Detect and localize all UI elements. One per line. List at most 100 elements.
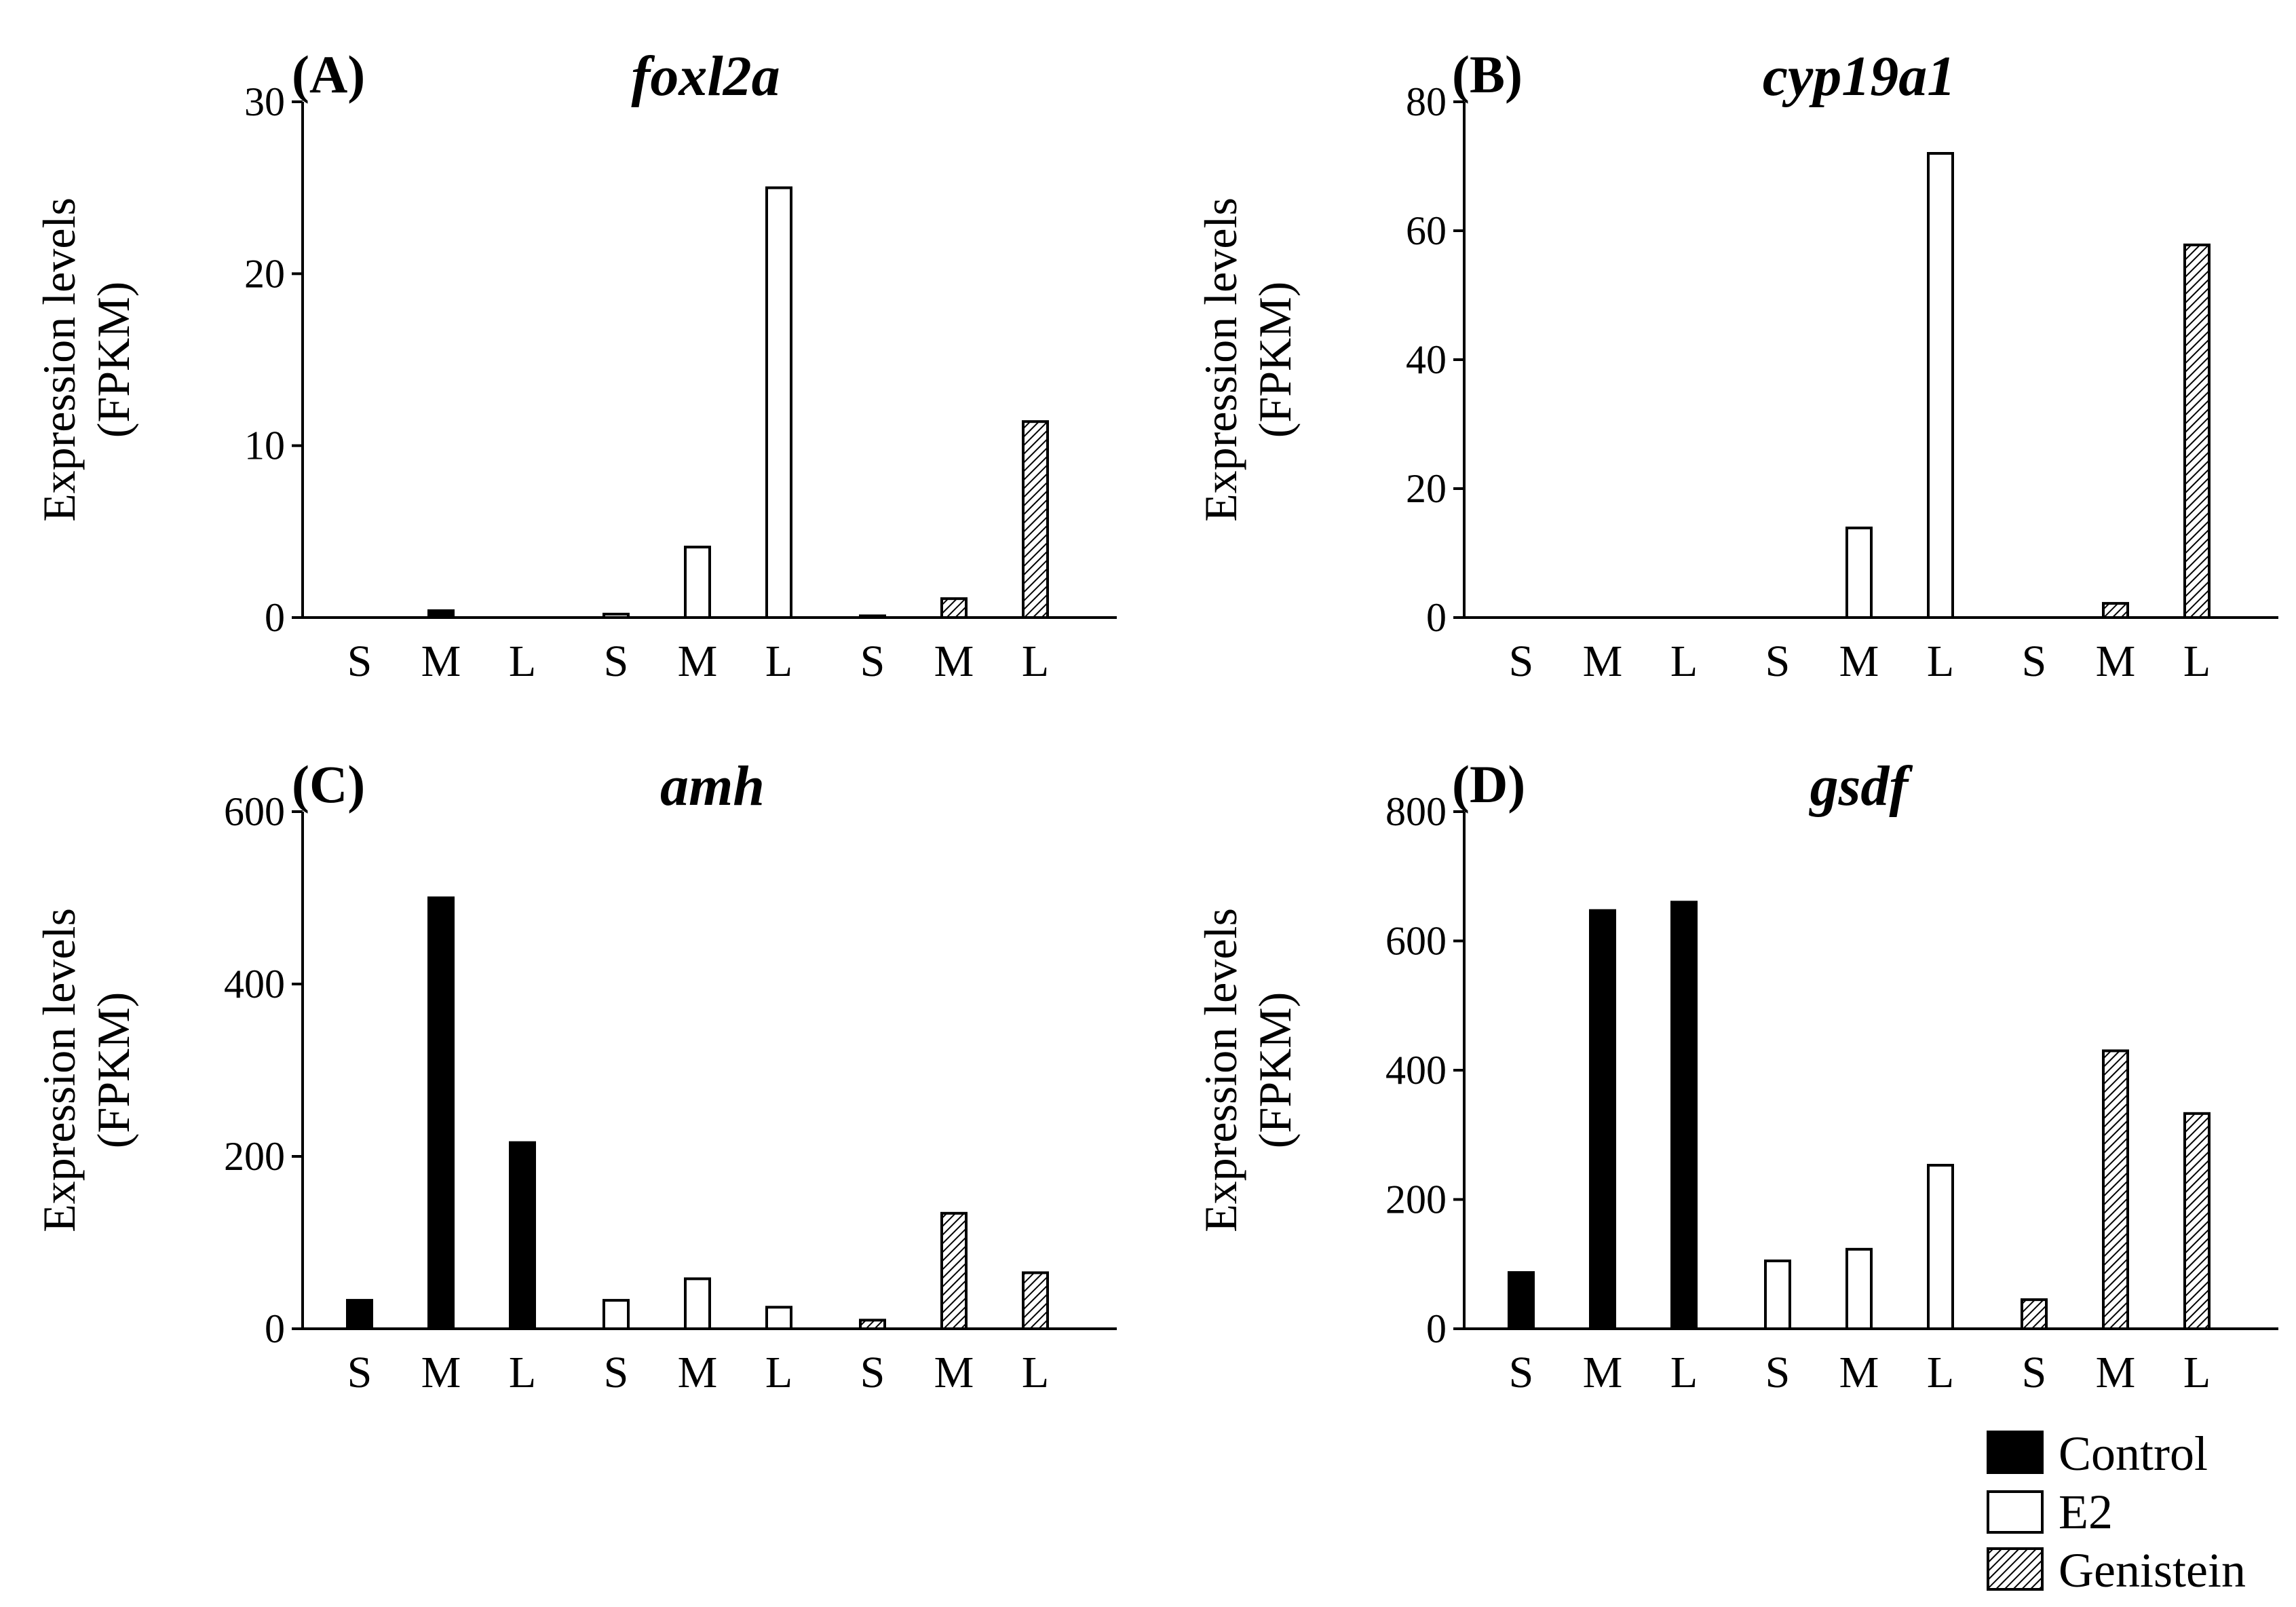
y-tick-label: 600 — [1385, 919, 1447, 964]
bar-genistein-l — [2183, 243, 2211, 619]
x-tick-label: S — [1765, 1348, 1791, 1397]
x-tick-label: L — [509, 1348, 536, 1397]
y-tick-label: 60 — [1406, 208, 1447, 253]
y-axis-label-line: Expression levels — [33, 197, 85, 522]
x-tick-label: L — [1022, 1348, 1049, 1397]
chart-panel-d: (D) gsdf Expression levels(FPKM) 0 200 400 600… — [1195, 755, 2278, 1397]
x-tick-label: L — [1927, 637, 1954, 686]
x-tick-label: M — [934, 1348, 974, 1397]
legend-item-e2: E2 — [1987, 1485, 2113, 1539]
x-tick-label: M — [421, 637, 461, 686]
x-tick-label: L — [2183, 1348, 2211, 1397]
legend-label-genistein: Genistein — [2059, 1543, 2246, 1597]
y-tick-label: 0 — [1426, 595, 1447, 640]
panel-label-d: (D) — [1452, 755, 1525, 814]
x-tick-label: S — [1765, 637, 1791, 686]
chart-title-c: amh — [660, 755, 765, 818]
bar-e2-s — [602, 612, 630, 620]
bar-control-l — [509, 1141, 536, 1331]
y-tick-label: 600 — [224, 789, 285, 834]
chart-title-b: cyp19a1 — [1763, 45, 1956, 108]
x-tick-label: M — [2096, 1348, 2136, 1397]
x-tick-label: L — [2183, 637, 2211, 686]
bar-genistein-m — [2102, 1049, 2129, 1331]
bar-control-m — [427, 896, 455, 1330]
legend-item-genistein: Genistein — [1987, 1543, 2246, 1597]
bar-genistein-m — [940, 1211, 968, 1330]
legend: Control E2 Genistein — [1987, 1426, 2246, 1597]
x-tick-label: L — [1022, 637, 1049, 686]
y-tick-label: 0 — [1426, 1306, 1447, 1351]
bar-control-s — [346, 1299, 373, 1330]
bar-genistein-l — [1022, 1271, 1049, 1330]
x-tick-label: S — [1509, 637, 1534, 686]
y-axis-label-b: Expression levels(FPKM) — [1195, 197, 1301, 522]
x-tick-label: M — [678, 1348, 718, 1397]
bar-control-m — [1589, 909, 1616, 1331]
x-tick-label: M — [1583, 637, 1623, 686]
y-tick-label: 800 — [1385, 789, 1447, 834]
y-tick-label: 20 — [244, 251, 285, 296]
bar-genistein-m — [2102, 602, 2129, 619]
legend-swatch-e2 — [1987, 1490, 2044, 1534]
panel-label-a: (A) — [292, 45, 365, 104]
chart-title-a: foxl2a — [631, 45, 780, 108]
bar-genistein-l — [1022, 420, 1049, 619]
x-tick-label: S — [1509, 1348, 1534, 1397]
legend-item-control: Control — [1987, 1426, 2208, 1481]
x-tick-label: M — [1583, 1348, 1623, 1397]
bar-genistein-m — [940, 597, 968, 620]
bar-e2-m — [684, 546, 711, 620]
y-tick-label: 0 — [265, 1306, 285, 1351]
x-tick-label: L — [1927, 1348, 1954, 1397]
y-axis-label-line: Expression levels — [1195, 197, 1246, 522]
y-tick-label: 200 — [1385, 1177, 1447, 1222]
x-tick-label: S — [2022, 1348, 2047, 1397]
y-tick-label: 400 — [1385, 1048, 1447, 1093]
legend-swatch-genistein — [1987, 1547, 2044, 1591]
y-tick-label: 400 — [224, 962, 285, 1006]
bar-genistein-l — [2183, 1112, 2211, 1330]
x-tick-label: S — [347, 637, 372, 686]
legend-label-e2: E2 — [2059, 1485, 2113, 1539]
y-axis-label-line: Expression levels — [1195, 908, 1246, 1232]
bar-genistein-s — [2021, 1298, 2048, 1330]
y-tick-label: 80 — [1406, 79, 1447, 124]
y-tick-label: 30 — [244, 79, 285, 124]
x-tick-label: L — [765, 1348, 792, 1397]
y-axis-label-line: Expression levels — [33, 908, 85, 1232]
x-tick-label: M — [421, 1348, 461, 1397]
x-tick-label: M — [1839, 1348, 1879, 1397]
bar-e2-s — [1764, 1259, 1791, 1331]
x-tick-label: S — [604, 637, 629, 686]
chart-title-d: gsdf — [1809, 755, 1913, 818]
bar-e2-l — [1927, 1164, 1954, 1330]
y-tick-label: 0 — [265, 595, 285, 640]
bar-e2-l — [765, 186, 792, 619]
bar-e2-m — [684, 1277, 711, 1330]
x-tick-label: M — [1839, 637, 1879, 686]
x-tick-label: S — [604, 1348, 629, 1397]
x-tick-label: L — [1670, 1348, 1698, 1397]
panel-label-b: (B) — [1452, 45, 1523, 104]
x-tick-label: L — [765, 637, 792, 686]
bar-control-s — [1508, 1271, 1535, 1330]
legend-label-control: Control — [2059, 1426, 2208, 1481]
chart-panel-b: (B) cyp19a1 Expression levels(FPKM) 0 20 40 60… — [1195, 45, 2278, 686]
x-tick-label: S — [347, 1348, 372, 1397]
bar-e2-m — [1845, 526, 1873, 620]
bar-control-m — [427, 609, 455, 619]
y-tick-label: 40 — [1406, 337, 1447, 382]
y-tick-label: 200 — [224, 1134, 285, 1179]
y-axis-label-c: Expression levels(FPKM) — [33, 908, 139, 1232]
y-axis-label-line: (FPKM) — [88, 992, 139, 1149]
x-tick-label: S — [860, 637, 885, 686]
y-axis-label-line: (FPKM) — [88, 282, 139, 438]
bar-e2-s — [602, 1299, 630, 1330]
y-tick-label: 20 — [1406, 466, 1447, 511]
bar-e2-m — [1845, 1247, 1873, 1331]
chart-panel-c: (C) amh Expression levels(FPKM) 0 200 400 600 S… — [33, 755, 1117, 1397]
legend-swatch-control — [1987, 1431, 2044, 1474]
y-tick-label: 10 — [244, 423, 285, 468]
bar-control-l — [1670, 901, 1698, 1330]
